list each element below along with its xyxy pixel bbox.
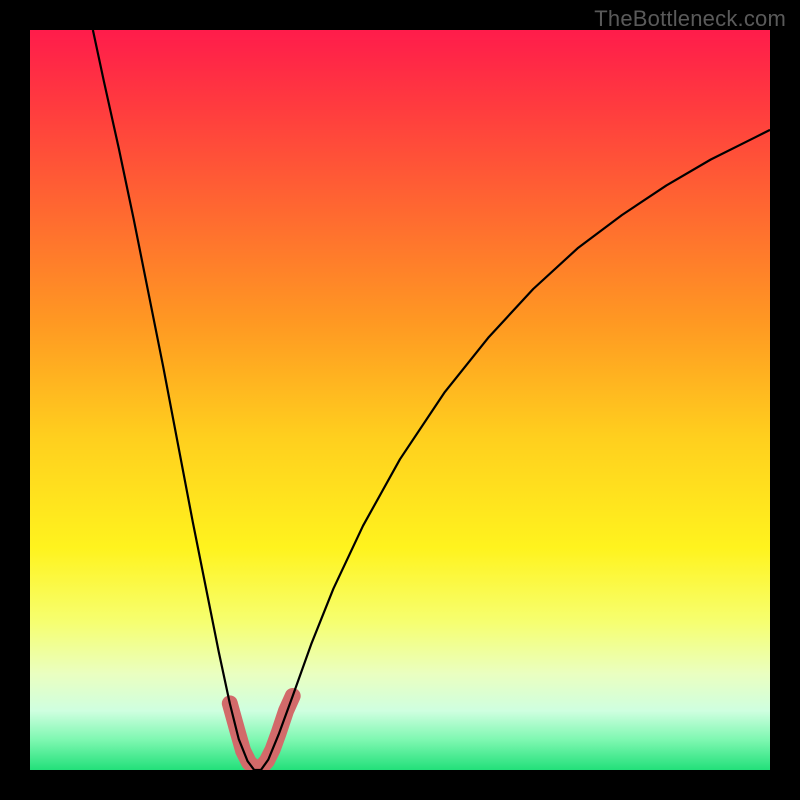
chart-root: TheBottleneck.com xyxy=(0,0,800,800)
plot-gradient-background xyxy=(30,30,770,770)
bottleneck-curve-chart xyxy=(0,0,800,800)
watermark-text: TheBottleneck.com xyxy=(594,6,786,32)
